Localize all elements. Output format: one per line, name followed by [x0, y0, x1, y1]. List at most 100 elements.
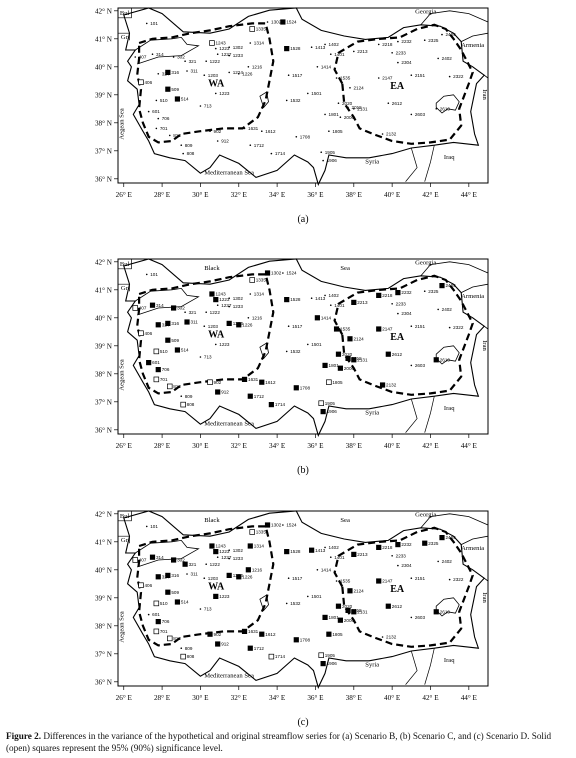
label-syria: Syria: [365, 409, 379, 416]
bulgaria-border: [118, 259, 132, 270]
station-dot: [203, 325, 206, 327]
station-marker-open: [249, 26, 255, 32]
station-dot: [324, 113, 326, 116]
station-dot: [228, 549, 230, 551]
station-label: 1226: [242, 71, 253, 76]
lon-label: 28° E: [154, 442, 171, 450]
marmara-coast: [135, 36, 200, 65]
station-label: 1712: [254, 394, 265, 399]
station-label: 1414: [321, 567, 332, 572]
lat-label: 36° N: [95, 175, 113, 183]
station-label: 1335: [256, 278, 267, 283]
station-dot: [216, 53, 219, 55]
station-dot: [186, 70, 188, 72]
station-label: 1712: [254, 646, 265, 651]
station-label: 706: [162, 367, 170, 372]
station-label: 2132: [386, 132, 397, 137]
lon-label: 36° E: [307, 191, 324, 199]
station-label: 809: [185, 394, 193, 399]
station-label: 509: [171, 590, 179, 595]
lon-label: 38° E: [346, 442, 363, 450]
station-label: 311: [191, 572, 199, 577]
station-marker-solid: [345, 355, 351, 361]
station-dot: [328, 130, 330, 132]
station-label: 2151: [415, 576, 426, 581]
station-marker-solid: [209, 291, 215, 297]
station-label: 1233: [233, 304, 244, 309]
lat-label: 36° N: [95, 678, 113, 686]
station-label: 2304: [401, 563, 412, 568]
label-georgia: Georgia: [415, 512, 436, 519]
panel-label: (c): [297, 717, 308, 728]
station-dot: [180, 647, 183, 649]
station-marker-solid: [439, 535, 445, 541]
station-label: 1401: [334, 555, 345, 560]
station-label: 316: [171, 70, 179, 75]
lon-label: 28° E: [154, 694, 171, 702]
station-label: 1712: [254, 143, 265, 148]
station-label: 812: [173, 133, 181, 138]
station-label: 1216: [252, 64, 263, 69]
station-label: 1226: [242, 574, 253, 579]
station-marker-solid: [165, 320, 171, 326]
lake-van: [435, 94, 460, 114]
station-label: 902: [214, 380, 222, 385]
lat-label: 42° N: [95, 7, 113, 15]
station-label: 1302: [233, 296, 244, 301]
map-panel-c: 42° N 41° N 40° N 39° N 38° N 37° N 36° N 26° E…: [0, 503, 576, 744]
station-dot: [324, 294, 326, 297]
station-label: 1905: [325, 653, 336, 658]
station-marker-solid: [351, 609, 357, 615]
station-marker-solid: [146, 360, 152, 366]
label-region-wa: WA: [208, 329, 225, 340]
ea-region-outline: [333, 526, 474, 648]
greece-border: [118, 32, 130, 41]
station-marker-open: [138, 330, 144, 336]
station-label: 407: [139, 55, 147, 60]
station-dot: [157, 73, 160, 75]
station-dot: [448, 326, 451, 329]
station-marker-solid: [351, 357, 357, 363]
station-label: 902: [214, 632, 222, 637]
station-label: 2612: [392, 352, 403, 357]
station-label: 2322: [453, 74, 464, 79]
station-label: 1223: [219, 297, 230, 302]
station-label: 701: [160, 377, 168, 382]
lat-label: 40° N: [95, 314, 113, 322]
station-label: 1233: [233, 53, 244, 58]
station-label: 1532: [290, 601, 301, 606]
lon-label: 44° E: [461, 442, 478, 450]
station-marker-solid: [247, 645, 253, 651]
station-dot: [247, 317, 250, 319]
label-aegean: Aegean Sea: [119, 611, 126, 642]
station-label: 2124: [353, 588, 364, 593]
station-label: 1528: [290, 549, 301, 554]
station-marker-solid: [165, 69, 171, 75]
lat-label: 41° N: [95, 538, 113, 546]
station-marker-solid: [165, 86, 171, 92]
station-label: 2304: [401, 60, 412, 65]
station-dot: [306, 343, 309, 346]
label-sea: Sea: [340, 517, 350, 524]
station-label: 1302: [233, 45, 244, 50]
station-label: 406: [145, 331, 153, 336]
station-label: 1413: [315, 45, 326, 50]
caption-label: Figure 2.: [6, 731, 42, 741]
station-marker-solid: [433, 357, 439, 363]
iran-border: [483, 577, 489, 582]
station-dot: [186, 573, 188, 575]
station-marker-solid: [439, 283, 445, 289]
station-label: 1203: [208, 324, 219, 329]
station-label: 912: [221, 642, 229, 647]
station-label: 1224: [233, 70, 244, 75]
station-dot: [216, 304, 219, 306]
station-label: 1714: [275, 402, 286, 407]
station-dot: [410, 364, 413, 367]
station-label: 1714: [275, 654, 286, 659]
station-label: 321: [189, 59, 197, 64]
station-label: 311: [191, 320, 199, 325]
station-label: 514: [181, 348, 189, 353]
station-label: 1223: [219, 342, 230, 347]
station-label: 1302: [233, 548, 244, 553]
station-label: 1517: [292, 324, 303, 329]
